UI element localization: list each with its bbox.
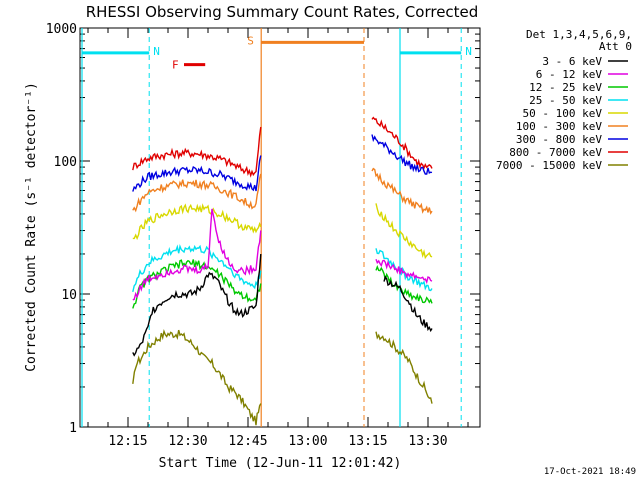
series-line — [371, 167, 433, 215]
legend-header-detectors: Det 1,3,4,5,6,9, — [526, 28, 632, 41]
y-tick-label: 100 — [54, 155, 77, 170]
legend-label: 12 - 25 keV — [529, 81, 602, 94]
y-tick-label: 10 — [61, 288, 77, 303]
x-tick-label: 13:00 — [288, 434, 327, 449]
x-tick-label: 13:30 — [408, 434, 447, 449]
y-tick-label: 1000 — [46, 22, 77, 37]
legend-label: 3 - 6 keV — [542, 55, 602, 68]
legend-label: 25 - 50 keV — [529, 94, 602, 107]
x-tick-label: 12:15 — [108, 434, 147, 449]
series-line — [132, 259, 262, 309]
saa-label: S — [247, 34, 254, 47]
series-line — [375, 331, 433, 404]
x-tick-label: 13:15 — [348, 434, 387, 449]
x-tick-label: 12:45 — [228, 434, 267, 449]
series-line — [132, 328, 262, 426]
x-tick-label: 12:30 — [168, 434, 207, 449]
legend-label: 6 - 12 keV — [536, 68, 603, 81]
y-axis-title: Corrected Count Rate (s⁻¹ detector⁻¹) — [24, 82, 39, 372]
legend-label: 7000 - 15000 keV — [496, 159, 602, 172]
series-line — [132, 253, 262, 357]
y-tick-label: 1 — [69, 421, 77, 436]
series-line — [132, 126, 262, 178]
series-line — [371, 134, 433, 175]
flare-label: F — [172, 59, 179, 72]
legend-label: 800 - 7000 keV — [509, 146, 602, 159]
legend-label: 50 - 100 keV — [523, 107, 603, 120]
series-line — [383, 275, 433, 333]
chart-title: RHESSI Observing Summary Count Rates, Co… — [86, 3, 479, 21]
legend-label: 100 - 300 keV — [516, 120, 602, 133]
series-line — [371, 116, 433, 170]
series-line — [132, 208, 262, 301]
night-label: N — [153, 45, 160, 58]
plot-frame — [79, 27, 481, 428]
footer-date: 17-Oct-2021 18:49 — [544, 467, 636, 477]
series-line — [132, 203, 262, 241]
x-axis-title: Start Time (12-Jun-11 12:01:42) — [159, 456, 402, 471]
series-line — [132, 243, 262, 293]
legend-label: 300 - 800 keV — [516, 133, 602, 146]
legend-header-attenuator: Att 0 — [599, 40, 632, 53]
plot-area: 1 10 100 1000 12:15 12:30 12:45 13:00 13:15 13:30… — [46, 22, 481, 449]
series-line — [132, 155, 262, 192]
series-line — [132, 173, 262, 213]
series-line — [375, 203, 433, 260]
series-line — [375, 258, 433, 285]
night-label: N — [465, 45, 472, 58]
